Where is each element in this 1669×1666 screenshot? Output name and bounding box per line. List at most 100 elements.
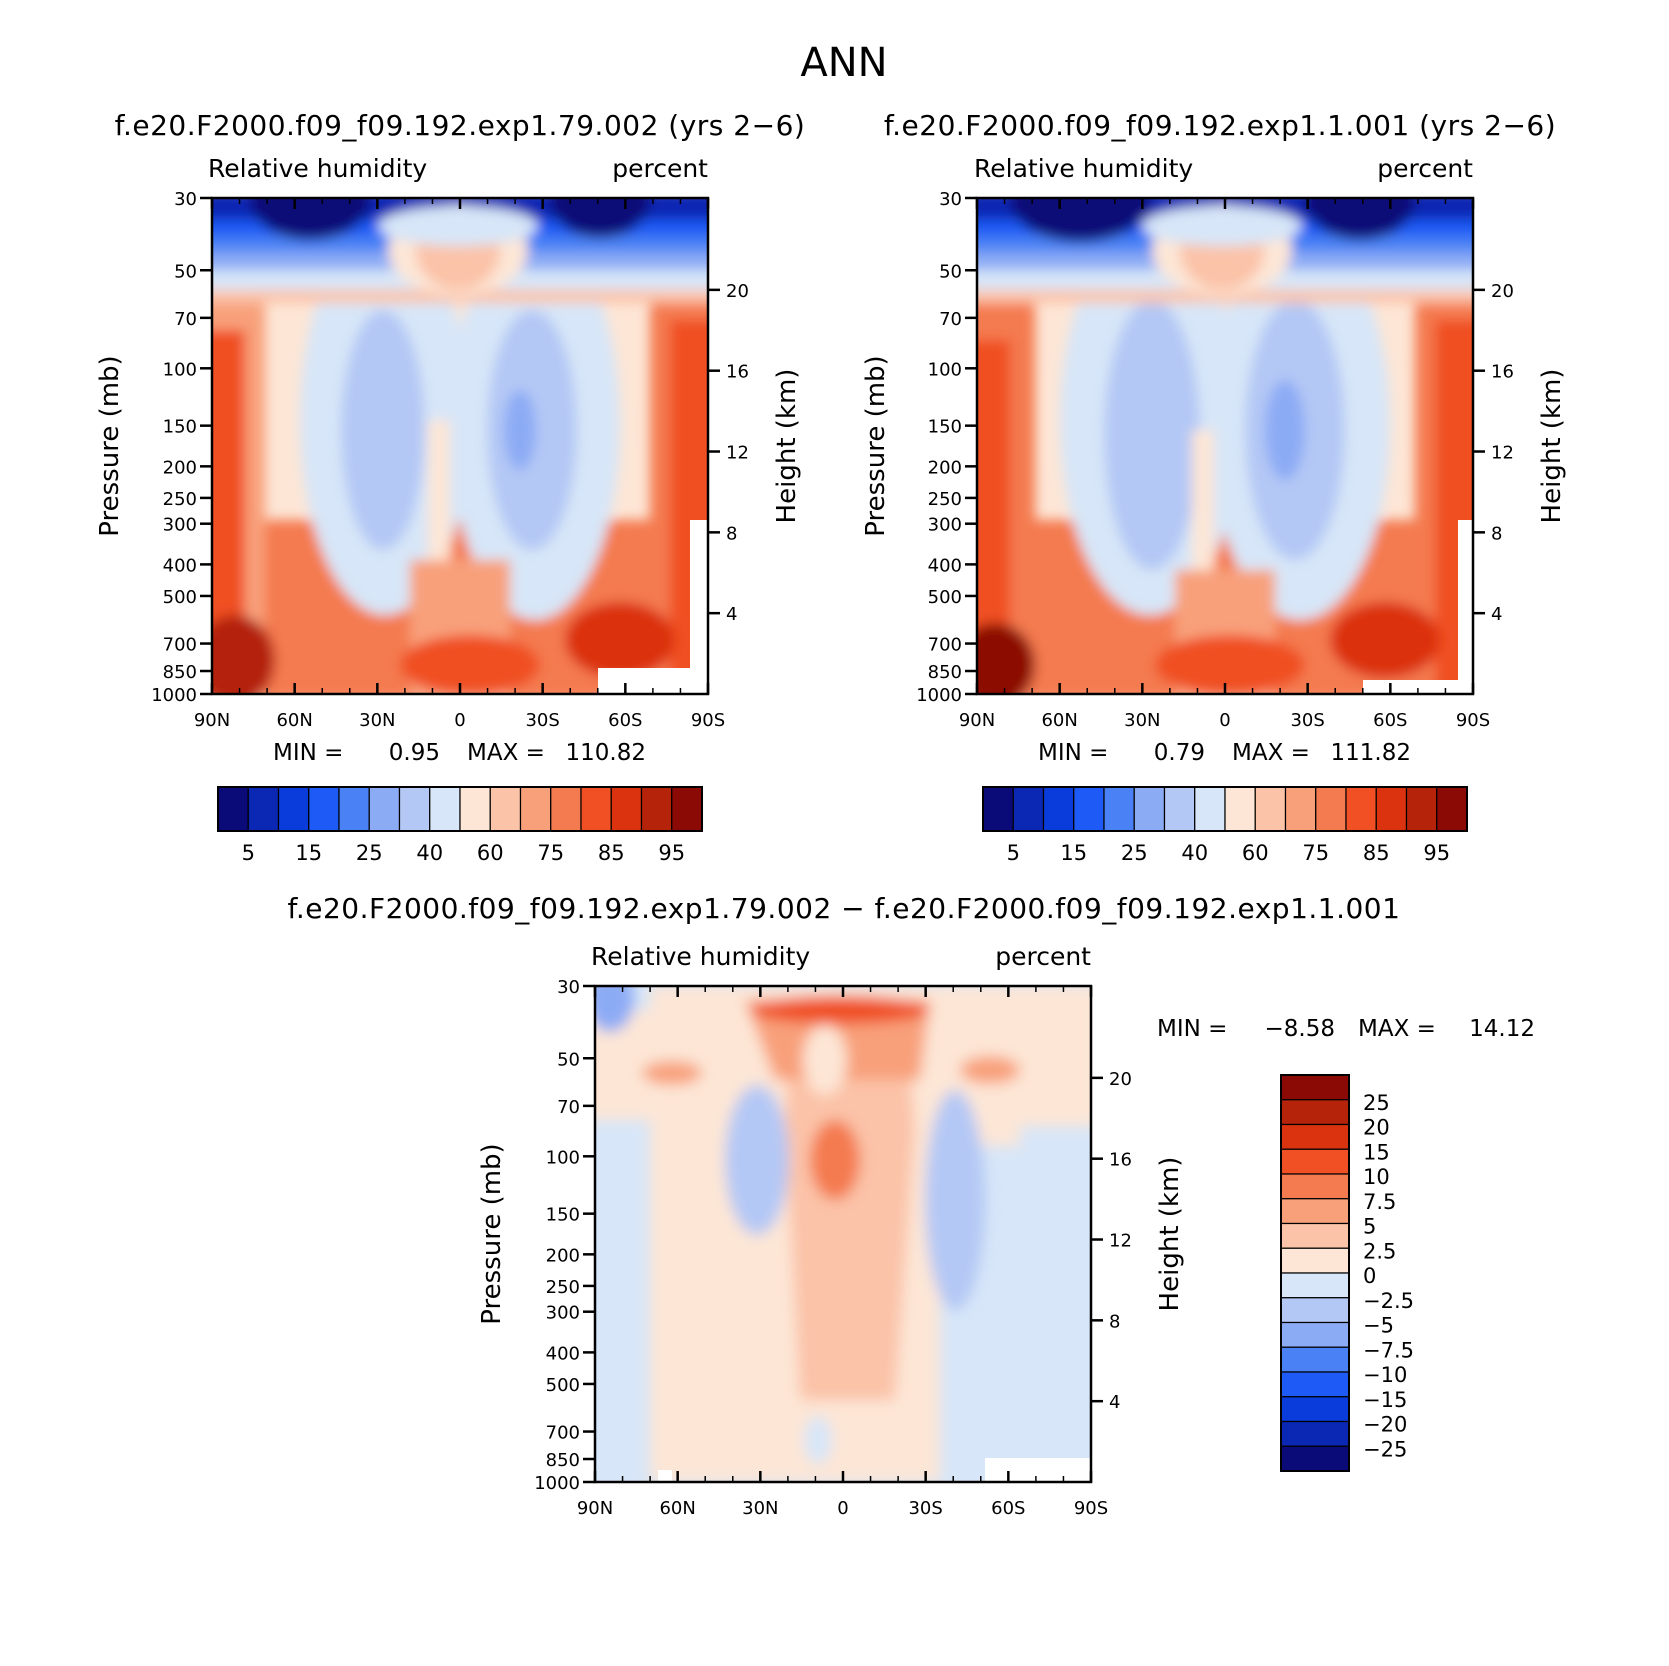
- y-tick-label: 250: [928, 489, 962, 510]
- y-tick-label: 500: [546, 1375, 580, 1396]
- units-label: percent: [1377, 154, 1473, 183]
- y-tick-label: 30: [174, 189, 197, 210]
- y-tick-label: 150: [546, 1205, 580, 1226]
- colorbar-frame: [1280, 1074, 1350, 1472]
- colorbar-swatch: [489, 786, 522, 832]
- colorbar-swatch: [217, 786, 249, 832]
- height-tick-label: 4: [726, 604, 737, 625]
- y-axis-label: Pressure (mb): [861, 355, 891, 536]
- x-tick-label: 90N: [577, 1498, 613, 1519]
- colorbar-swatch: [1280, 1420, 1350, 1447]
- colorbar-label: −20: [1363, 1413, 1407, 1437]
- colorbar-swatch: [1436, 786, 1468, 832]
- colorbar-swatch: [982, 786, 1014, 832]
- y-tick-label: 700: [928, 635, 962, 656]
- min-label: MIN =: [273, 740, 343, 766]
- colorbar-label: −7.5: [1363, 1338, 1414, 1362]
- x-tick-label: 60S: [991, 1498, 1025, 1519]
- colorbar-swatch: [1280, 1272, 1350, 1299]
- max-label: MAX =: [1358, 1016, 1436, 1042]
- contour-field: [595, 986, 1091, 1482]
- x-tick-label: 90S: [1456, 710, 1490, 731]
- colorbar-swatch: [368, 786, 401, 832]
- colorbar-label: 25: [1363, 1091, 1390, 1115]
- y-tick-label: 70: [939, 309, 962, 330]
- x-tick-label: 0: [1219, 710, 1230, 731]
- colorbar-label: 75: [537, 841, 564, 865]
- colorbar-swatch: [1073, 786, 1105, 832]
- variable-label: Relative humidity: [208, 154, 427, 183]
- variable-label: Relative humidity: [591, 942, 810, 971]
- y-tick-label: 50: [939, 261, 962, 282]
- max-value: 14.12: [1469, 1016, 1535, 1042]
- colorbar-swatch: [1315, 786, 1347, 832]
- height-tick-label: 4: [1109, 1392, 1120, 1413]
- panel-title: f.e20.F2000.f09_f09.192.exp1.1.001 (yrs …: [884, 109, 1556, 142]
- colorbar-swatch: [247, 786, 280, 832]
- colorbar-swatch: [519, 786, 552, 832]
- colorbar-label: 95: [658, 841, 685, 865]
- height-tick-label: 8: [1491, 523, 1502, 544]
- colorbar-swatch: [640, 786, 673, 832]
- height-tick-label: 20: [1491, 281, 1514, 302]
- colorbar-swatch: [1280, 1321, 1350, 1348]
- y-tick-label: 400: [928, 555, 962, 576]
- height-tick-label: 20: [726, 281, 749, 302]
- colorbar-label: 10: [1363, 1165, 1390, 1189]
- y-tick-label: 30: [939, 189, 962, 210]
- colorbar-label: 7.5: [1363, 1190, 1396, 1214]
- colorbar-swatch: [1103, 786, 1135, 832]
- y-tick-label: 400: [546, 1343, 580, 1364]
- colorbar-swatch: [1280, 1297, 1350, 1324]
- colorbar-swatch: [1375, 786, 1408, 832]
- y-axis-label: Pressure (mb): [95, 355, 125, 536]
- colorbar-swatch: [1012, 786, 1045, 832]
- colorbar-label: 2.5: [1363, 1239, 1396, 1263]
- panel-title: f.e20.F2000.f09_f09.192.exp1.79.002 (yrs…: [115, 109, 806, 142]
- units-label: percent: [612, 154, 708, 183]
- axes: 90N 60N 30N 0 30S 60S 90S 30 50 70 100 150 200 250 300…: [151, 189, 749, 731]
- y-tick-label: 250: [546, 1277, 580, 1298]
- y-tick-label: 50: [557, 1049, 580, 1070]
- colorbar-swatch: [1280, 1346, 1350, 1373]
- colorbar: 5 15 25 40 60 75 85 95: [217, 786, 703, 865]
- y-axis-right-label: Height (km): [1537, 369, 1567, 524]
- y-tick-label: 30: [557, 977, 580, 998]
- colorbar-label: 25: [356, 841, 383, 865]
- y-tick-label: 100: [546, 1147, 580, 1168]
- colorbar-swatch: [1280, 1247, 1350, 1274]
- x-tick-label: 0: [454, 710, 465, 731]
- contour-field: [977, 198, 1473, 694]
- colorbar-swatch: [1345, 786, 1377, 832]
- units-label: percent: [995, 942, 1091, 971]
- contour-field: [212, 198, 708, 694]
- figure-title: ANN: [800, 40, 887, 86]
- colorbar-swatch: [459, 786, 491, 832]
- axes: 90N 60N 30N 0 30S 60S 90S 30 50 70 100 150 200 250 300…: [916, 189, 1514, 731]
- colorbar-swatch: [1280, 1445, 1350, 1472]
- x-tick-label: 30N: [1124, 710, 1160, 731]
- y-axis-label: Pressure (mb): [477, 1143, 507, 1324]
- y-tick-label: 300: [546, 1303, 580, 1324]
- x-tick-label: 60S: [1373, 710, 1407, 731]
- y-tick-label: 500: [928, 587, 962, 608]
- y-tick-label: 1000: [151, 685, 197, 706]
- colorbar-frame: [217, 786, 703, 832]
- colorbar-swatch: [1224, 786, 1256, 832]
- colorbar-swatch: [1280, 1173, 1350, 1200]
- colorbar-label: 60: [477, 841, 504, 865]
- y-tick-label: 300: [163, 515, 197, 536]
- min-value: 0.79: [1154, 740, 1205, 766]
- y-tick-label: 100: [928, 359, 962, 380]
- colorbar-swatch: [308, 786, 340, 832]
- y-tick-label: 500: [163, 587, 197, 608]
- height-tick-label: 20: [1109, 1069, 1132, 1090]
- y-axis-right-label: Height (km): [1155, 1157, 1185, 1312]
- colorbar-label: −25: [1363, 1437, 1407, 1461]
- colorbar-label: 5: [1363, 1215, 1376, 1239]
- min-value: −8.58: [1265, 1016, 1335, 1042]
- colorbar-label: 15: [1060, 841, 1087, 865]
- x-tick-label: 60S: [608, 710, 642, 731]
- y-tick-label: 200: [928, 457, 962, 478]
